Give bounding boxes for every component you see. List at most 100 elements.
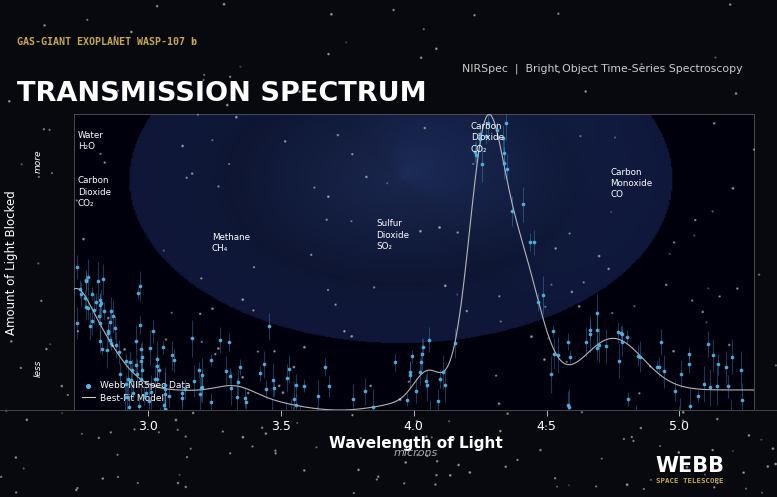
- Point: [551, 483, 563, 491]
- Point: [218, 0, 230, 8]
- Point: [176, 142, 189, 150]
- Point: [105, 307, 117, 315]
- Point: [71, 263, 84, 271]
- Point: [677, 416, 689, 424]
- Point: [500, 165, 513, 172]
- Point: [127, 389, 139, 397]
- Point: [634, 353, 646, 361]
- Point: [185, 334, 197, 342]
- Point: [493, 400, 505, 408]
- Point: [612, 357, 625, 365]
- Point: [430, 45, 443, 53]
- Point: [204, 356, 217, 364]
- Point: [237, 433, 249, 441]
- Point: [246, 442, 259, 450]
- Point: [172, 426, 184, 434]
- Point: [480, 132, 493, 140]
- Point: [163, 393, 176, 401]
- Point: [276, 438, 288, 446]
- Point: [708, 484, 720, 492]
- Point: [389, 438, 402, 446]
- Point: [198, 71, 211, 79]
- Point: [417, 25, 430, 33]
- Point: [144, 343, 156, 351]
- Point: [86, 317, 99, 325]
- Point: [79, 303, 92, 311]
- Point: [528, 238, 540, 246]
- Point: [323, 382, 336, 390]
- Point: [193, 366, 205, 374]
- Point: [224, 372, 236, 380]
- Point: [699, 471, 711, 479]
- Point: [737, 469, 750, 477]
- Point: [103, 329, 115, 337]
- Point: [147, 328, 159, 335]
- Point: [696, 308, 709, 316]
- Point: [159, 385, 171, 393]
- Point: [645, 476, 657, 484]
- Point: [644, 362, 657, 370]
- Point: [172, 479, 184, 487]
- Point: [176, 395, 188, 403]
- Point: [156, 343, 169, 351]
- Text: less: less: [34, 360, 43, 377]
- Point: [151, 355, 163, 363]
- Point: [352, 466, 364, 474]
- Point: [747, 146, 760, 154]
- Point: [78, 294, 91, 302]
- Point: [629, 302, 641, 310]
- Point: [602, 265, 615, 273]
- Point: [410, 417, 423, 425]
- Point: [352, 432, 364, 440]
- Point: [267, 376, 279, 384]
- Point: [166, 414, 178, 422]
- Point: [615, 338, 628, 346]
- Point: [130, 361, 142, 369]
- Point: [667, 347, 680, 355]
- Point: [290, 381, 302, 389]
- Point: [702, 340, 715, 348]
- Point: [404, 371, 416, 379]
- Point: [432, 397, 444, 405]
- Point: [305, 251, 318, 259]
- Point: [415, 54, 427, 62]
- Point: [536, 291, 549, 299]
- Point: [158, 401, 170, 409]
- Text: microns: microns: [394, 448, 437, 458]
- Point: [125, 28, 138, 36]
- Point: [629, 416, 642, 424]
- Point: [112, 87, 124, 95]
- Point: [135, 357, 148, 365]
- Point: [151, 375, 163, 383]
- Point: [124, 358, 137, 366]
- Point: [419, 124, 431, 132]
- Point: [591, 309, 603, 317]
- Point: [677, 409, 689, 416]
- Point: [692, 392, 705, 400]
- Point: [682, 360, 695, 368]
- Point: [92, 312, 105, 320]
- Point: [580, 87, 592, 95]
- Point: [731, 285, 744, 293]
- Point: [94, 150, 106, 158]
- Point: [430, 471, 443, 479]
- Point: [78, 235, 90, 243]
- Text: Wavelength of Light: Wavelength of Light: [329, 436, 503, 451]
- Point: [138, 392, 151, 400]
- Point: [131, 479, 144, 487]
- Point: [109, 324, 121, 331]
- Point: [206, 305, 218, 313]
- Point: [119, 393, 131, 401]
- Point: [96, 344, 108, 352]
- Point: [263, 323, 275, 331]
- Point: [552, 351, 564, 359]
- Point: [593, 252, 605, 260]
- Point: [358, 387, 371, 395]
- Point: [61, 391, 74, 399]
- Point: [698, 380, 710, 388]
- Point: [247, 307, 260, 315]
- Point: [75, 290, 87, 298]
- Point: [260, 385, 272, 393]
- Point: [9, 454, 22, 462]
- Point: [151, 2, 163, 10]
